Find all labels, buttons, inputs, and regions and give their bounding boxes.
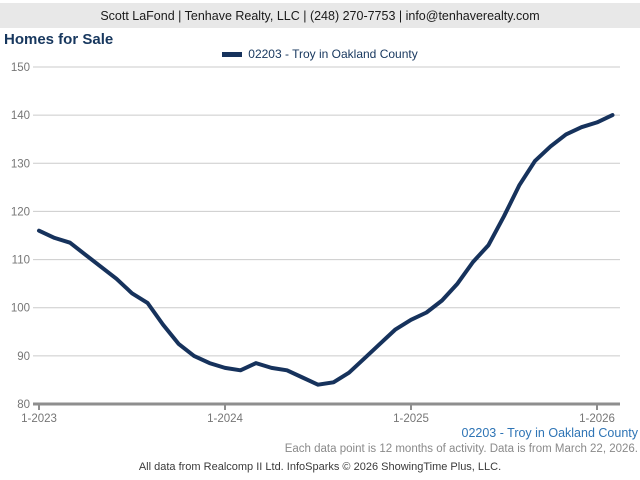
footer-series-label: 02203 - Troy in Oakland County — [461, 426, 639, 440]
y-axis-tick-label: 150 — [11, 62, 30, 74]
x-axis-tick-label: 1-2025 — [393, 413, 429, 425]
x-axis-tick-label: 1-2026 — [579, 413, 615, 425]
homes-for-sale-chart: 80 90 100 110 120 130 140 150 1-2023 1-2024 1-2025… — [11, 62, 620, 425]
contact-line: Scott LaFond | Tenhave Realty, LLC | (24… — [100, 8, 540, 23]
y-axis-tick-label: 110 — [12, 255, 30, 267]
y-axis-tick-label: 100 — [11, 303, 30, 315]
chart-legend: 02203 - Troy in Oakland County — [0, 47, 640, 61]
y-axis-tick-label: 120 — [11, 206, 30, 218]
legend-label: 02203 - Troy in Oakland County — [248, 47, 418, 61]
y-axis-tick-label: 80 — [17, 399, 30, 411]
y-axis-tick-label: 130 — [11, 158, 30, 170]
legend-line-swatch — [222, 51, 243, 57]
y-axis-tick-label: 140 — [11, 110, 30, 122]
x-axis-tick-label: 1-2024 — [207, 413, 243, 425]
footer-attribution: All data from Realcomp II Ltd. InfoSpark… — [138, 461, 502, 473]
page-title: Homes for Sale — [4, 31, 114, 48]
footer-data-note: Each data point is 12 months of activity… — [284, 443, 638, 455]
y-axis-tick-label: 90 — [17, 351, 30, 363]
series-line — [37, 113, 615, 387]
contact-header-bar: Scott LaFond | Tenhave Realty, LLC | (24… — [0, 3, 640, 28]
x-axis-tick-label: 1-2023 — [21, 413, 57, 425]
